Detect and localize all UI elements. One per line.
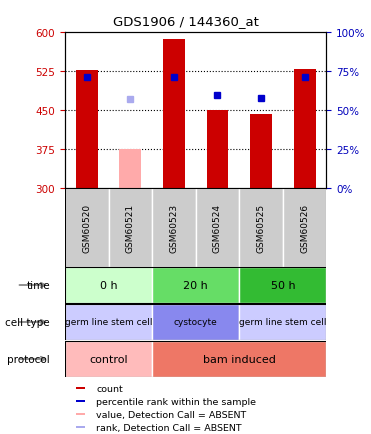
Bar bbox=[239, 189, 283, 267]
Bar bbox=[152, 305, 239, 340]
Text: 50 h: 50 h bbox=[270, 280, 295, 290]
Bar bbox=[76, 427, 85, 428]
Bar bbox=[239, 268, 326, 303]
Bar bbox=[294, 70, 316, 189]
Text: value, Detection Call = ABSENT: value, Detection Call = ABSENT bbox=[96, 410, 247, 419]
Bar bbox=[76, 388, 85, 389]
Text: rank, Detection Call = ABSENT: rank, Detection Call = ABSENT bbox=[96, 423, 242, 432]
Bar bbox=[76, 414, 85, 415]
Text: 20 h: 20 h bbox=[183, 280, 208, 290]
Bar bbox=[76, 401, 85, 402]
Bar bbox=[196, 189, 239, 267]
Text: cystocyte: cystocyte bbox=[174, 318, 217, 327]
Text: GSM60523: GSM60523 bbox=[170, 204, 178, 252]
Bar bbox=[207, 111, 229, 189]
Bar bbox=[152, 342, 326, 377]
Text: percentile rank within the sample: percentile rank within the sample bbox=[96, 397, 256, 406]
Text: bam induced: bam induced bbox=[203, 354, 276, 364]
Bar bbox=[65, 342, 152, 377]
Bar bbox=[152, 268, 239, 303]
Text: GDS1906 / 144360_at: GDS1906 / 144360_at bbox=[112, 15, 259, 28]
Bar bbox=[65, 189, 109, 267]
Text: germ line stem cell: germ line stem cell bbox=[239, 318, 326, 327]
Bar bbox=[250, 114, 272, 189]
Bar bbox=[65, 305, 152, 340]
Text: GSM60520: GSM60520 bbox=[82, 204, 91, 252]
Text: GSM60526: GSM60526 bbox=[300, 204, 309, 252]
Bar bbox=[109, 189, 152, 267]
Bar bbox=[163, 40, 185, 189]
Text: 0 h: 0 h bbox=[100, 280, 117, 290]
Text: count: count bbox=[96, 384, 123, 393]
Bar bbox=[119, 150, 141, 189]
Bar bbox=[152, 189, 196, 267]
Text: GSM60524: GSM60524 bbox=[213, 204, 222, 252]
Text: cell type: cell type bbox=[6, 317, 50, 327]
Text: protocol: protocol bbox=[7, 354, 50, 364]
Text: GSM60521: GSM60521 bbox=[126, 204, 135, 252]
Text: control: control bbox=[89, 354, 128, 364]
Text: germ line stem cell: germ line stem cell bbox=[65, 318, 152, 327]
Bar bbox=[65, 268, 152, 303]
Bar bbox=[283, 189, 326, 267]
Bar bbox=[76, 71, 98, 189]
Bar bbox=[239, 305, 326, 340]
Text: time: time bbox=[26, 280, 50, 290]
Text: GSM60525: GSM60525 bbox=[257, 204, 266, 252]
